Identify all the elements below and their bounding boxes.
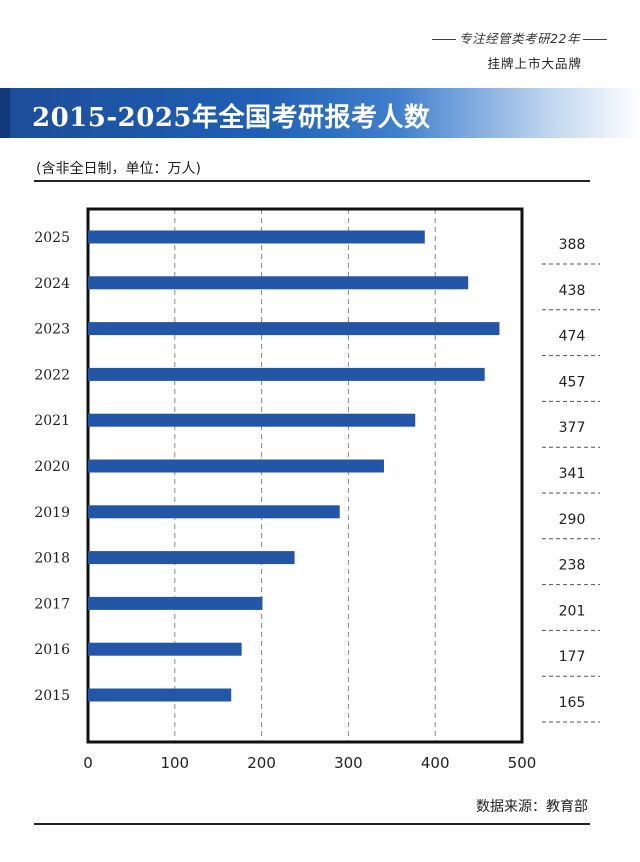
title-banner: 2015-2025年全国考研报考人数 bbox=[0, 88, 640, 138]
value-label-2019: 290 bbox=[559, 512, 586, 528]
bar-2017 bbox=[88, 596, 263, 610]
category-label-2019: 2019 bbox=[34, 505, 70, 521]
category-label-2025: 2025 bbox=[34, 230, 70, 246]
value-label-2017: 201 bbox=[559, 603, 586, 619]
value-label-2025: 388 bbox=[559, 237, 586, 253]
bar-2020 bbox=[88, 459, 384, 473]
unit-note: (含非全日制，单位：万人) bbox=[36, 161, 201, 177]
tagline-text-2: 挂牌上市大品牌 bbox=[487, 56, 582, 71]
tagline-line-1: 专注经管类考研22年 bbox=[429, 28, 610, 47]
bottom-rule bbox=[34, 823, 590, 825]
dash-right bbox=[583, 39, 607, 40]
value-label-2018: 238 bbox=[559, 558, 586, 574]
category-label-2015: 2015 bbox=[34, 688, 70, 704]
value-label-2016: 177 bbox=[559, 649, 586, 665]
x-tick-label-300: 300 bbox=[334, 754, 363, 772]
x-tick-label-100: 100 bbox=[160, 754, 189, 772]
value-label-2023: 474 bbox=[559, 329, 586, 345]
dash-left bbox=[432, 39, 457, 40]
tagline: 专注经管类考研22年 挂牌上市大品牌 bbox=[429, 28, 610, 72]
x-tick-label-0: 0 bbox=[83, 754, 93, 772]
banner-accent bbox=[0, 88, 10, 138]
data-source: 数据来源：教育部 bbox=[476, 799, 588, 815]
bar-2015 bbox=[88, 688, 232, 702]
category-label-2016: 2016 bbox=[34, 642, 70, 658]
x-tick-label-400: 400 bbox=[421, 754, 450, 772]
category-label-2018: 2018 bbox=[34, 551, 70, 567]
x-tick-label-500: 500 bbox=[508, 754, 537, 772]
category-label-2024: 2024 bbox=[34, 276, 70, 292]
value-label-2022: 457 bbox=[559, 374, 586, 390]
bar-2023 bbox=[88, 322, 500, 336]
value-label-2020: 341 bbox=[559, 466, 586, 482]
bar-2021 bbox=[88, 413, 416, 427]
value-label-2015: 165 bbox=[559, 695, 586, 711]
bar-2022 bbox=[88, 367, 485, 381]
value-label-2024: 438 bbox=[559, 283, 586, 299]
category-label-2020: 2020 bbox=[34, 459, 70, 475]
plot-frame bbox=[86, 207, 524, 744]
chart-title: 2015-2025年全国考研报考人数 bbox=[32, 103, 431, 133]
bar-2024 bbox=[88, 276, 469, 290]
category-label-2021: 2021 bbox=[34, 413, 70, 429]
category-label-2022: 2022 bbox=[34, 367, 70, 383]
bar-2018 bbox=[88, 551, 295, 565]
bar-2025 bbox=[88, 230, 425, 244]
top-rule bbox=[34, 180, 590, 182]
value-label-2021: 377 bbox=[559, 420, 586, 436]
category-label-2017: 2017 bbox=[34, 596, 70, 612]
category-label-2023: 2023 bbox=[34, 322, 70, 338]
bar-2019 bbox=[88, 505, 340, 519]
tagline-text-1: 专注经管类考研22年 bbox=[459, 31, 580, 46]
x-tick-label-200: 200 bbox=[247, 754, 276, 772]
bar-2016 bbox=[88, 642, 242, 656]
